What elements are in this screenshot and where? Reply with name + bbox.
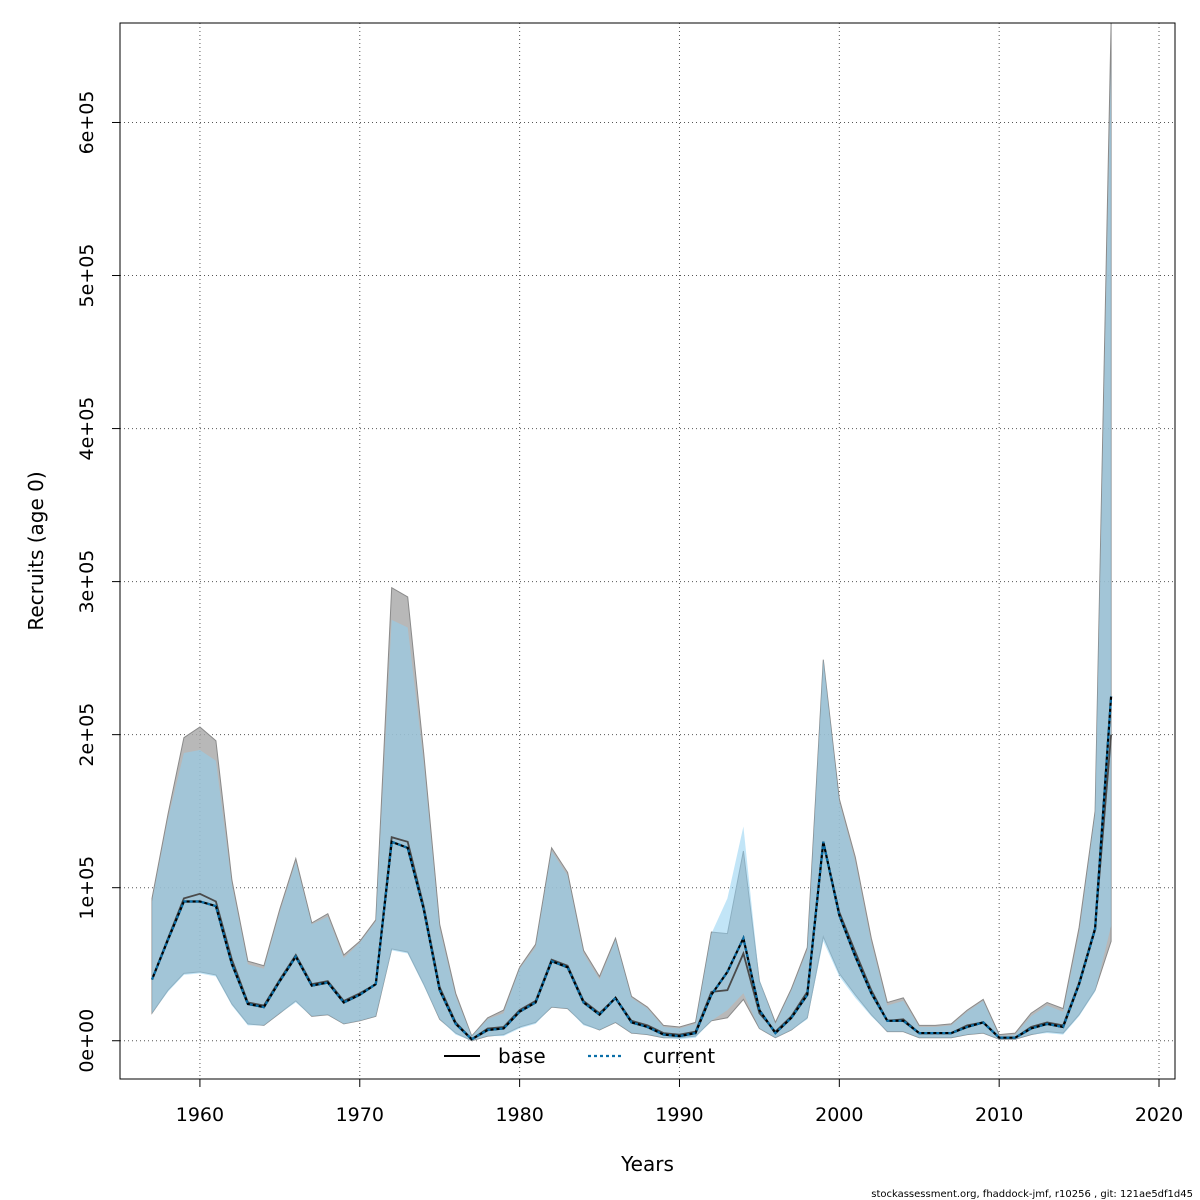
x-tick-label: 2020	[1135, 1104, 1183, 1126]
y-tick-label: 6e+05	[76, 91, 98, 155]
y-axis: 0e+00 1e+05 2e+05 3e+05 4e+05 5e+05 6e+05	[76, 91, 121, 1073]
legend-item-base: base	[444, 1044, 546, 1068]
y-tick-label: 0e+00	[76, 1009, 98, 1073]
x-tick-label: 1970	[336, 1104, 384, 1126]
series-line-current	[150, 696, 1113, 1041]
x-axis: 1960 1970 1980 1990 2000 2010 2020	[176, 1078, 1183, 1126]
x-axis-title: Years	[620, 1152, 674, 1176]
footer-credit: stockassessment.org, fhaddock-jmf, r1025…	[871, 1189, 1193, 1200]
y-tick-label: 4e+05	[76, 397, 98, 461]
x-tick-label: 1960	[176, 1104, 224, 1126]
confidence-bands	[151, 22, 1112, 1042]
y-tick-label: 1e+05	[76, 856, 98, 920]
x-tick-label: 2000	[815, 1104, 863, 1126]
x-tick-label: 1990	[655, 1104, 703, 1126]
legend: base current	[444, 1044, 715, 1068]
legend-label: current	[643, 1044, 715, 1068]
legend-item-current: current	[588, 1044, 715, 1068]
y-tick-label: 5e+05	[76, 244, 98, 308]
series-lines	[150, 696, 1113, 1041]
x-tick-label: 1980	[495, 1104, 543, 1126]
x-tick-label: 2010	[975, 1104, 1023, 1126]
legend-label: base	[498, 1044, 546, 1068]
band-current	[152, 61, 1112, 1041]
y-axis-title: Recruits (age 0)	[24, 471, 48, 630]
y-tick-label: 2e+05	[76, 703, 98, 767]
y-tick-label: 3e+05	[76, 550, 98, 614]
grid-lines	[120, 23, 1175, 1079]
